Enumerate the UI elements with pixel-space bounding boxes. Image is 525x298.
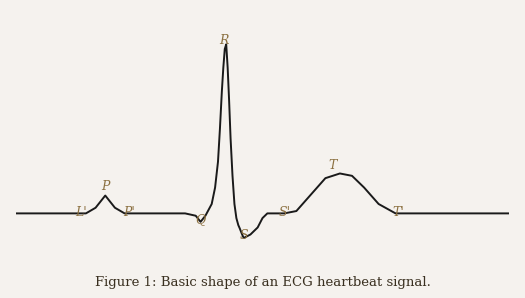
Text: L': L' <box>75 207 87 220</box>
Text: Figure 1: Basic shape of an ECG heartbeat signal.: Figure 1: Basic shape of an ECG heartbea… <box>94 276 430 289</box>
Text: T: T <box>329 159 337 172</box>
Text: S: S <box>240 229 248 243</box>
Text: T': T' <box>392 207 404 220</box>
Text: P: P <box>101 180 109 193</box>
Text: S': S' <box>278 207 290 220</box>
Text: Q: Q <box>195 213 206 226</box>
Text: R: R <box>219 34 228 47</box>
Text: P': P' <box>123 207 135 220</box>
